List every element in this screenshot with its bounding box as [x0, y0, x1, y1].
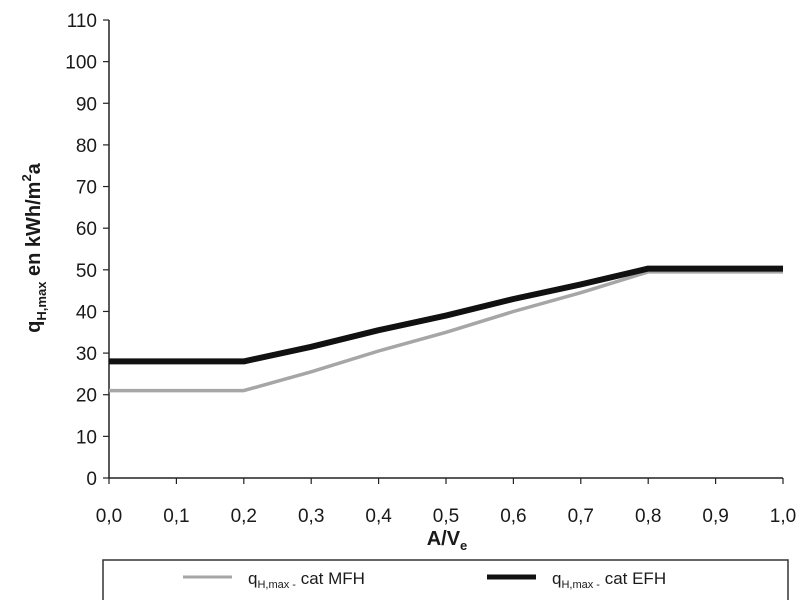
legend-label-mfh-rest: cat MFH [296, 569, 365, 588]
y-tick-label: 50 [76, 261, 97, 282]
legend-label-mfh-sub: H,max - [257, 579, 296, 591]
y-tick-label: 30 [76, 344, 97, 365]
y-tick-label: 70 [76, 178, 97, 199]
x-tick-label: 0,0 [96, 506, 122, 527]
series-line-mfh [109, 270, 783, 393]
x-axis-title-main: A/V [427, 528, 461, 550]
x-tick-label: 0,1 [163, 506, 189, 527]
x-tick-label: 0,6 [500, 506, 526, 527]
legend-label-efh-main: q [552, 569, 561, 588]
x-tick-label: 0,3 [298, 506, 324, 527]
y-tick-label: 90 [76, 94, 97, 115]
y-tick-label: 40 [76, 302, 97, 323]
y-axis-title-main: q [23, 321, 45, 333]
legend-label-mfh-main: q [248, 569, 257, 588]
legend-box [102, 559, 789, 605]
y-tick-label: 60 [76, 219, 97, 240]
legend-label-mfh: qH,max - cat MFH [248, 569, 365, 591]
x-axis-title-sub: e [460, 538, 467, 553]
legend-label-efh: qH,max - cat EFH [552, 569, 666, 591]
y-axis-title-end: a [23, 162, 45, 174]
x-tick-label: 0,5 [433, 506, 459, 527]
y-tick-label: 80 [76, 136, 97, 157]
legend-label-efh-rest: cat EFH [600, 569, 666, 588]
series-line-efh [109, 265, 783, 365]
y-axis-title-rest: en kWh/m [23, 182, 45, 282]
x-tick-label: 0,4 [365, 506, 392, 527]
y-tick-label: 0 [86, 469, 97, 490]
x-tick-label: 0,8 [635, 506, 661, 527]
x-tick-label: 0,7 [568, 506, 594, 527]
y-tick-label: 100 [65, 53, 97, 74]
x-tick-label: 0,2 [231, 506, 257, 527]
legend-label-efh-sub: H,max - [561, 579, 600, 591]
x-tick-label: 1,0 [770, 506, 796, 527]
y-tick-label: 20 [76, 386, 97, 407]
y-axis-title: qH,max en kWh/m2a [19, 162, 49, 333]
y-tick-label: 10 [76, 427, 97, 448]
x-axis-title: A/Ve [427, 528, 468, 553]
legend: qH,max - cat MFH qH,max - cat EFH [102, 559, 789, 605]
y-axis-title-sub: H,max [34, 281, 49, 321]
y-axis-title-sup: 2 [19, 174, 34, 181]
x-tick-label: 0,9 [702, 506, 728, 527]
y-tick-label: 110 [67, 11, 97, 32]
